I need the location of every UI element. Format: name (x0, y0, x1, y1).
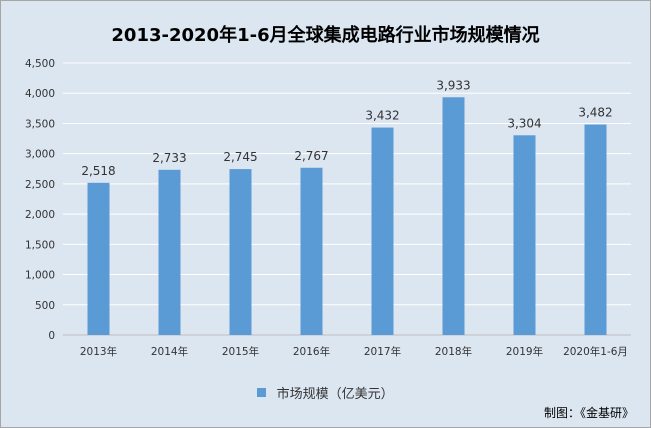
legend: 市场规模（亿美元） (1, 383, 650, 402)
y-tick-label: 0 (48, 330, 55, 342)
legend-swatch (257, 388, 267, 397)
credit-text: 制图：《金基研》 (543, 406, 634, 420)
bar (87, 182, 110, 335)
data-label: 2,745 (223, 150, 257, 164)
y-tick-label: 4,000 (25, 88, 55, 100)
data-label: 2,518 (81, 164, 115, 178)
x-tick-label: 2013年 (80, 345, 117, 358)
bar (371, 127, 394, 336)
x-tick-label: 2018年 (435, 345, 472, 358)
y-tick-label: 1,500 (25, 239, 55, 251)
legend-label: 市场规模（亿美元） (276, 387, 394, 402)
data-label: 2,767 (294, 149, 328, 163)
data-label: 3,304 (507, 116, 541, 130)
bar (584, 124, 607, 336)
y-tick-label: 500 (35, 300, 55, 312)
bar (300, 167, 323, 335)
x-tick-label: 2014年 (151, 345, 188, 358)
x-tick-label: 2019年 (506, 345, 543, 358)
bar (513, 135, 536, 335)
data-label: 3,432 (365, 109, 399, 123)
bar (442, 97, 465, 335)
data-label: 3,482 (578, 106, 612, 120)
bar (158, 169, 181, 335)
chart-title: 2013-2020年1-6月全球集成电路行业市场规模情况 (111, 25, 540, 46)
y-tick-label: 4,500 (25, 58, 55, 70)
x-tick-label: 2016年 (293, 345, 330, 358)
y-tick-label: 2,000 (25, 209, 55, 221)
x-tick-label: 2020年1-6月 (563, 345, 628, 358)
y-tick-label: 3,500 (25, 118, 55, 130)
x-tick-label: 2015年 (222, 345, 259, 358)
y-tick-label: 3,000 (25, 149, 55, 161)
x-tick-label: 2017年 (364, 345, 401, 358)
y-tick-label: 1,000 (25, 270, 55, 282)
data-label: 2,733 (152, 151, 186, 165)
data-label: 3,933 (436, 78, 470, 92)
bar (229, 169, 252, 335)
y-tick-label: 2,500 (25, 179, 55, 191)
